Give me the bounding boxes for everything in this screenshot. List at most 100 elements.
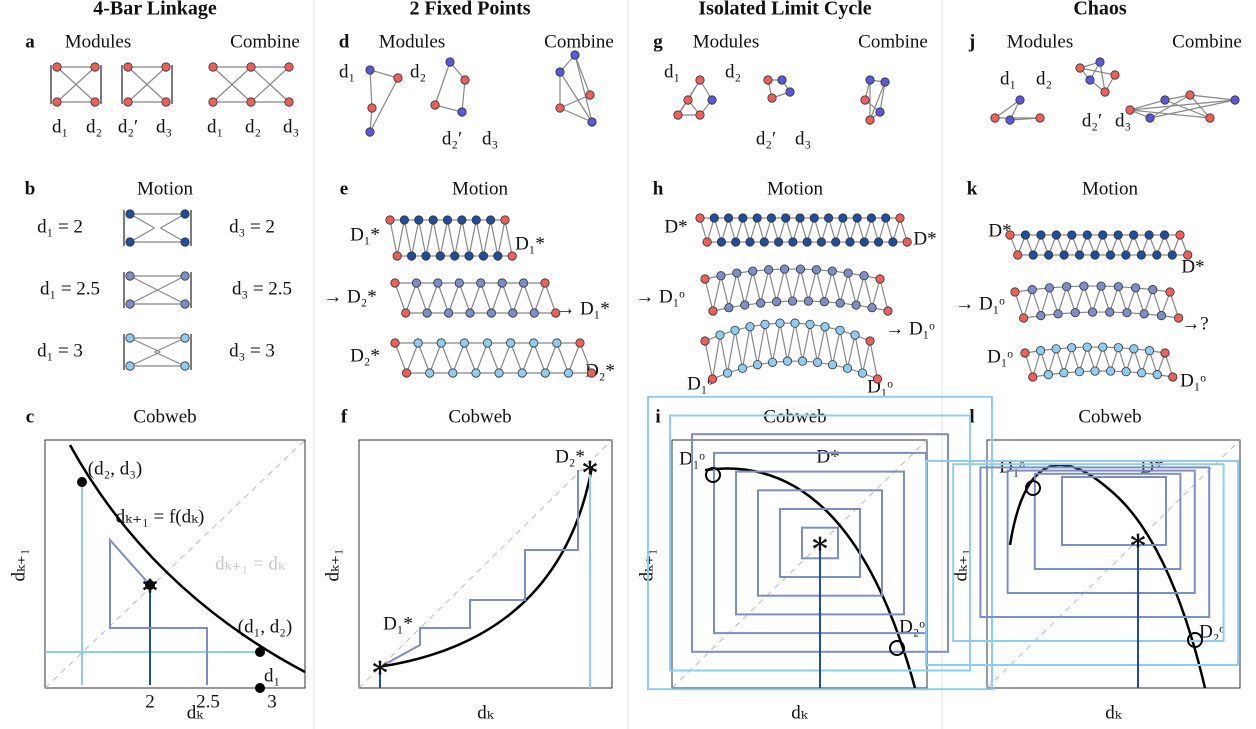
node bbox=[385, 215, 395, 225]
edge bbox=[157, 289, 186, 305]
edge bbox=[783, 268, 794, 302]
edge bbox=[1040, 287, 1051, 316]
edge bbox=[712, 275, 722, 312]
node bbox=[709, 213, 719, 223]
identity-line bbox=[358, 439, 613, 689]
node bbox=[737, 363, 748, 373]
edge bbox=[452, 342, 465, 374]
map-curve bbox=[704, 467, 917, 689]
label: d₂ bbox=[1036, 68, 1052, 89]
label: dₖ₊₁ = f(dₖ) bbox=[116, 506, 205, 527]
node bbox=[552, 338, 562, 348]
node bbox=[1044, 250, 1054, 260]
node bbox=[1075, 63, 1085, 73]
edge bbox=[879, 278, 889, 312]
node bbox=[1028, 250, 1038, 260]
label: 3 bbox=[267, 691, 277, 712]
label: d₃ bbox=[156, 116, 172, 137]
node bbox=[880, 77, 890, 87]
label: dₖ bbox=[791, 702, 809, 723]
label: (d₂, d₃) bbox=[88, 458, 142, 479]
edge bbox=[994, 99, 1021, 119]
fixed-point-star: ∗ bbox=[580, 451, 601, 484]
node bbox=[873, 237, 884, 247]
edge bbox=[1099, 61, 1106, 93]
edge bbox=[807, 269, 817, 302]
axes-frame bbox=[986, 439, 1241, 689]
label: Isolated Limit Cycle bbox=[698, 0, 871, 20]
node bbox=[715, 330, 725, 340]
node bbox=[1205, 113, 1215, 123]
edge bbox=[369, 69, 399, 79]
cycle-point bbox=[1025, 480, 1041, 496]
edge bbox=[129, 227, 155, 243]
trajectory bbox=[379, 470, 579, 668]
node bbox=[161, 97, 171, 107]
edge bbox=[394, 282, 407, 314]
node bbox=[52, 97, 62, 107]
node bbox=[529, 338, 539, 348]
label: Motion bbox=[1082, 178, 1138, 199]
node bbox=[450, 251, 460, 261]
node bbox=[860, 95, 870, 105]
node bbox=[1027, 285, 1037, 295]
node bbox=[90, 62, 100, 72]
label: d₁ bbox=[1000, 68, 1016, 89]
label: Motion bbox=[767, 178, 823, 199]
edge bbox=[574, 54, 593, 123]
label: Combine bbox=[1172, 31, 1242, 52]
node bbox=[161, 62, 171, 72]
node bbox=[1082, 342, 1092, 352]
label: dₖ₊₁ bbox=[322, 548, 343, 581]
node bbox=[1105, 307, 1115, 317]
trajectory bbox=[925, 460, 1239, 666]
trajectory bbox=[979, 466, 1211, 618]
node bbox=[811, 265, 821, 275]
edge bbox=[786, 323, 796, 362]
node bbox=[1160, 348, 1170, 358]
node bbox=[716, 237, 727, 247]
edge bbox=[490, 219, 499, 257]
node bbox=[494, 368, 504, 378]
edge bbox=[760, 269, 770, 304]
node bbox=[1005, 230, 1015, 240]
edge bbox=[1149, 99, 1236, 119]
edge bbox=[1189, 94, 1211, 119]
edge bbox=[768, 269, 778, 302]
node bbox=[284, 97, 294, 107]
node bbox=[695, 75, 705, 85]
node bbox=[406, 251, 417, 261]
node bbox=[90, 97, 100, 107]
edge bbox=[405, 282, 417, 314]
node bbox=[756, 298, 766, 308]
label: d₂′ bbox=[756, 128, 776, 149]
edge bbox=[396, 219, 405, 257]
label: D₁ᵒ bbox=[987, 346, 1013, 367]
edge bbox=[736, 272, 746, 306]
label: dₖ bbox=[477, 702, 495, 723]
node bbox=[1059, 368, 1069, 378]
node bbox=[835, 325, 845, 335]
node bbox=[1087, 307, 1098, 317]
node bbox=[842, 363, 853, 373]
label: 2 Fixed Points bbox=[409, 0, 530, 20]
edge bbox=[475, 342, 489, 374]
edge bbox=[846, 334, 856, 369]
node bbox=[875, 274, 885, 284]
label: j bbox=[968, 31, 975, 52]
node bbox=[859, 237, 869, 247]
node bbox=[865, 115, 875, 125]
edge bbox=[461, 219, 470, 257]
edge bbox=[369, 77, 399, 133]
fixed-point-star: ∗ bbox=[1128, 524, 1149, 557]
edge bbox=[512, 282, 525, 314]
node bbox=[1121, 367, 1131, 377]
trajectory bbox=[109, 537, 208, 685]
trajectory bbox=[1061, 476, 1167, 546]
node bbox=[700, 274, 710, 284]
node bbox=[831, 237, 841, 247]
edge bbox=[437, 282, 450, 314]
node bbox=[506, 338, 516, 348]
node bbox=[1070, 308, 1080, 318]
axes-frame bbox=[44, 439, 306, 689]
